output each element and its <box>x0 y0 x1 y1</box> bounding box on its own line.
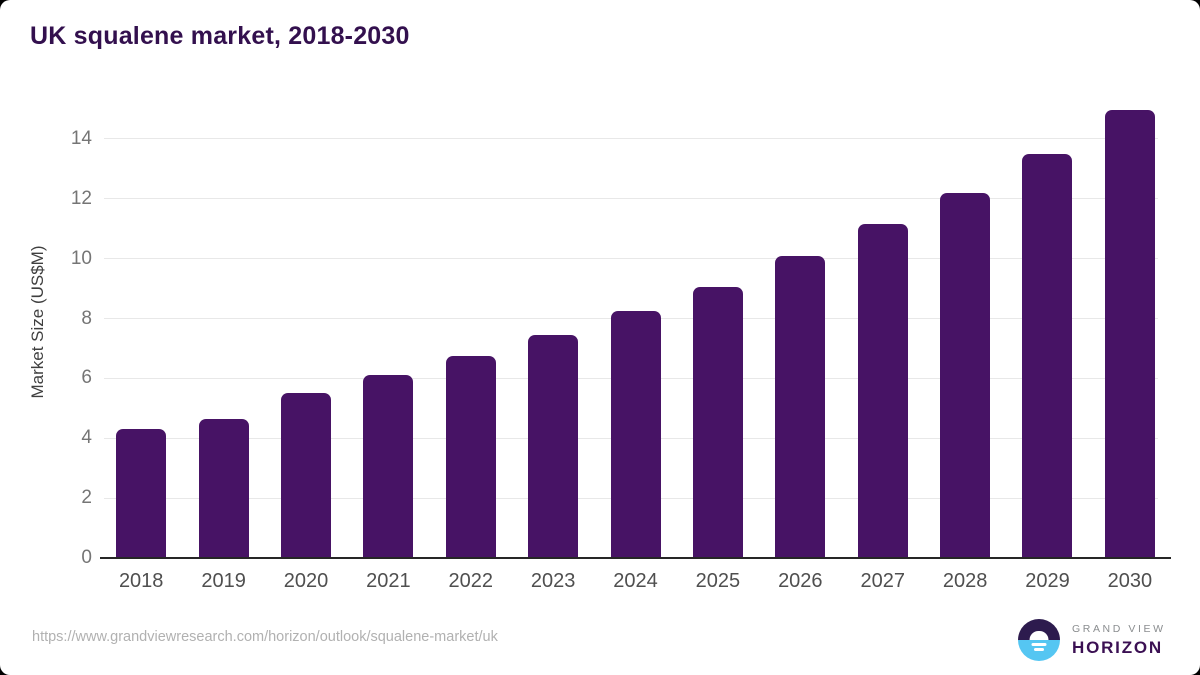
bar-column <box>100 103 182 558</box>
y-tick-label: 0 <box>81 547 92 568</box>
brand-name-top: GRAND VIEW <box>1072 622 1166 635</box>
bar-column <box>1006 103 1088 558</box>
x-tick-label-2018: 2018 <box>118 570 164 592</box>
x-tick-label-2024: 2024 <box>613 570 658 592</box>
bar-column <box>512 103 594 558</box>
bar-column <box>1089 103 1171 558</box>
y-tick-label: 8 <box>81 307 92 329</box>
x-tick-label-2021: 2021 <box>366 570 411 592</box>
horizon-sun-icon <box>1018 619 1060 661</box>
source-url: https://www.grandviewresearch.com/horizo… <box>32 629 498 645</box>
gridline-10 <box>104 258 1158 260</box>
bar-column <box>265 103 347 558</box>
bar-2028 <box>940 192 991 558</box>
x-tick-label-2023: 2023 <box>530 570 576 592</box>
bar-column <box>430 103 512 558</box>
bar-2019 <box>198 418 249 558</box>
x-tick-label-2026: 2026 <box>778 570 823 592</box>
y-tick-label: 2 <box>81 487 92 509</box>
x-axis-tick-labels: 2018 2019 2020 2021 2022 2023 2024 2025 2026 2027… <box>100 570 1171 593</box>
y-tick-label: 10 <box>70 247 92 269</box>
x-tick-label-2030: 2030 <box>1107 570 1153 592</box>
bar-2020 <box>280 393 331 558</box>
y-tick-label: 12 <box>70 187 92 209</box>
bar-2018 <box>116 429 167 558</box>
bar-2023 <box>528 335 579 558</box>
bar-2029 <box>1022 153 1073 558</box>
bar-2026 <box>775 255 826 558</box>
bar-series <box>100 103 1171 558</box>
x-tick-label-2029: 2029 <box>1025 570 1070 592</box>
y-tick-label: 4 <box>81 427 92 449</box>
bar-column <box>347 103 429 558</box>
bar-2021 <box>363 375 414 558</box>
plot-area <box>100 103 1171 558</box>
y-tick-label: 6 <box>81 367 92 389</box>
sun-reflection-line <box>1031 642 1047 646</box>
x-tick-label-2028: 2028 <box>942 570 988 592</box>
y-axis-tick-labels: 0 2 4 6 8 10 12 14 <box>0 103 92 568</box>
x-tick-label-2020: 2020 <box>283 570 329 592</box>
bar-column <box>677 103 759 558</box>
x-tick-label-2019: 2019 <box>201 570 246 592</box>
brand-name-bottom: HORIZON <box>1072 637 1163 657</box>
bar-2022 <box>445 355 496 558</box>
bar-column <box>759 103 841 558</box>
y-tick-label: 14 <box>70 127 92 149</box>
chart-title: UK squalene market, 2018-2030 <box>30 22 410 50</box>
bar-column <box>924 103 1006 558</box>
bar-column <box>842 103 924 558</box>
bar-2024 <box>610 311 661 558</box>
brand-logo-text: GRAND VIEW HORIZON <box>1072 623 1166 658</box>
gridline-12 <box>104 198 1158 200</box>
sun-reflection-line <box>1034 647 1044 651</box>
x-axis-line <box>100 556 1171 559</box>
x-tick-label-2025: 2025 <box>695 570 741 592</box>
sun-dome-shape <box>1029 630 1049 640</box>
brand-logo: GRAND VIEW HORIZON <box>1018 619 1166 661</box>
bar-column <box>182 103 264 558</box>
bar-column <box>594 103 676 558</box>
bar-2027 <box>857 224 908 558</box>
x-tick-label-2022: 2022 <box>448 570 494 592</box>
bar-2025 <box>692 287 743 558</box>
bar-2030 <box>1104 110 1155 558</box>
gridline-14 <box>104 138 1158 140</box>
x-tick-label-2027: 2027 <box>860 570 905 592</box>
